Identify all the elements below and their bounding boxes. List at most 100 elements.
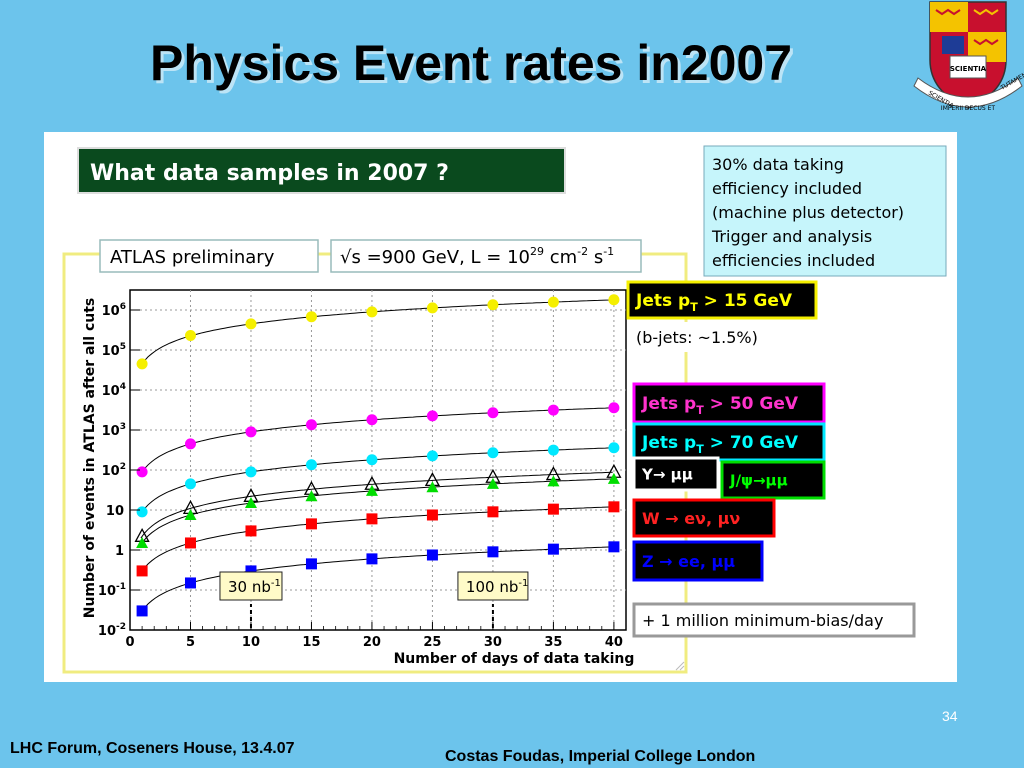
point-jpsi — [365, 484, 378, 496]
point-jets50 — [136, 466, 148, 478]
legend-box-jets50 — [632, 382, 826, 424]
legend-label-minbias: + 1 million minimum-bias/day — [642, 611, 883, 630]
legend-box-minbias — [632, 602, 916, 638]
point-jets70 — [184, 478, 196, 490]
x-tick-label: 35 — [544, 635, 562, 650]
legend-label-jpsi: J/ψ→μμ — [729, 471, 788, 489]
legend-label-z: Z → ee, μμ — [642, 552, 735, 571]
point-w — [608, 501, 620, 513]
point-jets15 — [136, 358, 148, 370]
point-jets50 — [305, 419, 317, 431]
point-jets70 — [608, 442, 620, 454]
header-box-text: What data samples in 2007 ? — [90, 161, 449, 186]
point-z — [136, 605, 148, 617]
y-tick-label: 10 — [106, 504, 124, 519]
x-tick-label: 30 — [484, 635, 502, 650]
legend-box-bjets — [628, 322, 778, 352]
info-line-1: 30% data taking — [712, 155, 844, 174]
point-jets50 — [366, 414, 378, 426]
point-w — [487, 506, 499, 518]
legend-box-z — [632, 540, 764, 582]
point-z — [547, 543, 559, 555]
y-tick-label: 103 — [102, 422, 126, 439]
crest-book-label: SCIENTIA — [950, 65, 987, 73]
annotation-label: 100 nb-1 — [466, 578, 528, 596]
point-jets15 — [608, 294, 620, 306]
point-jpsi — [426, 481, 439, 493]
point-z — [426, 549, 438, 561]
legend-label-jets15: Jets pT > 15 GeV — [635, 291, 793, 314]
y-tick-label: 1 — [115, 544, 124, 559]
event-rate-chart: What data samples in 2007 ? 30% data tak… — [62, 145, 947, 674]
y-tick-label: 106 — [102, 302, 126, 319]
legend-box-upsilon — [632, 456, 720, 492]
point-w — [136, 565, 148, 577]
point-jets15 — [547, 296, 559, 308]
point-w — [184, 537, 196, 549]
point-jpsi — [136, 536, 149, 548]
point-jets15 — [366, 306, 378, 318]
point-z — [487, 546, 499, 558]
x-axis-label: Number of days of data taking — [394, 651, 635, 667]
point-jets70 — [366, 454, 378, 466]
y-tick-label: 10-1 — [98, 582, 126, 599]
point-jets15 — [426, 302, 438, 314]
point-jpsi — [184, 508, 197, 520]
point-jets70 — [547, 444, 559, 456]
legend-box-jets15 — [626, 280, 818, 320]
point-jpsi — [486, 477, 499, 489]
point-jets50 — [184, 438, 196, 450]
point-w — [426, 509, 438, 521]
point-w — [305, 518, 317, 530]
point-jpsi — [244, 496, 257, 508]
x-tick-label: 0 — [125, 635, 134, 650]
info-line-4: Trigger and analysis — [711, 227, 872, 246]
point-z — [305, 558, 317, 570]
y-tick-label: 104 — [102, 382, 126, 399]
curve-jpsi — [140, 478, 613, 546]
preliminary-label: ATLAS preliminary — [110, 247, 275, 268]
page-number: 34 — [942, 708, 958, 724]
info-box — [703, 145, 947, 277]
point-jets15 — [487, 299, 499, 311]
annotation-box — [457, 571, 529, 601]
x-tick-label: 20 — [363, 635, 381, 650]
imperial-college-crest-icon: SCIENTIA SCIENTIA IMPERII DECUS ET TUTAM… — [913, 1, 1024, 112]
point-jets70 — [426, 450, 438, 462]
x-tick-label: 25 — [423, 635, 441, 650]
point-jets70 — [305, 459, 317, 471]
info-line-5: efficiencies included — [712, 251, 875, 270]
x-tick-label: 5 — [186, 635, 195, 650]
point-jpsi — [607, 472, 620, 484]
point-jets50 — [547, 404, 559, 416]
y-axis-label: Number of events in ATLAS after all cuts — [82, 298, 98, 619]
conditions-box — [330, 239, 642, 273]
point-jets15 — [184, 330, 196, 342]
point-w — [245, 525, 257, 537]
point-z — [245, 565, 257, 577]
point-jets70 — [136, 506, 148, 518]
x-tick-label: 40 — [605, 635, 623, 650]
legend-label-upsilon: Υ→ μμ — [641, 465, 693, 483]
point-jpsi — [547, 475, 560, 487]
info-line-3: (machine plus detector) — [712, 203, 904, 222]
point-jets50 — [608, 402, 620, 414]
point-w — [547, 503, 559, 515]
point-jets50 — [487, 407, 499, 419]
point-jets50 — [245, 426, 257, 438]
content-panel: What data samples in 2007 ? 30% data tak… — [44, 132, 957, 682]
plot-area — [129, 289, 627, 631]
legend-box-jets70 — [632, 422, 826, 462]
preliminary-box — [99, 239, 319, 273]
info-line-2: efficiency included — [712, 179, 862, 198]
x-tick-label: 15 — [302, 635, 320, 650]
footer-right: Costas Foudas, Imperial College London — [445, 748, 756, 765]
footer-left: LHC Forum, Coseners House, 13.4.07 — [10, 740, 295, 757]
legend-label-bjets: (b-jets: ~1.5%) — [636, 328, 758, 347]
legend-label-w: W → eν, μν — [642, 509, 740, 528]
legend-label-jets70: Jets pT > 70 GeV — [641, 433, 799, 456]
annotation-box — [219, 571, 283, 601]
point-jpsi — [305, 490, 318, 502]
point-z — [184, 577, 196, 589]
point-z — [608, 541, 620, 553]
